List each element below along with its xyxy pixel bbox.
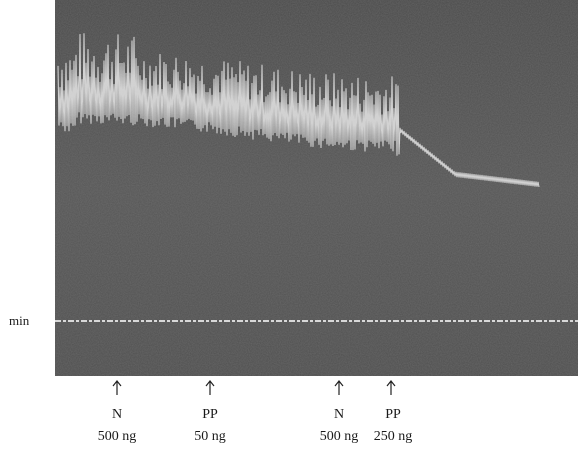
trace-line [57,33,540,188]
drug: PP [202,407,218,422]
dose: 50 ng [194,429,226,444]
drug: PP [385,407,401,422]
arrow [112,380,122,395]
arrow [334,380,344,395]
dose: 500 ng [319,429,359,444]
dose: 500 ng [97,429,137,444]
trace [57,33,540,188]
recording-photo [55,0,578,376]
arrow [205,380,215,395]
marker-label: N 500 ng [77,404,157,448]
marker-label: N 500 ng [319,404,359,448]
axis-label: min [9,313,30,328]
drug: N [333,407,345,422]
dose: 250 ng [373,429,413,444]
grain [55,0,578,376]
marker-label: PP 250 ng [353,404,433,448]
drug: N [111,407,123,422]
marker-label: PP 50 ng [170,404,250,448]
arrow [386,380,396,395]
